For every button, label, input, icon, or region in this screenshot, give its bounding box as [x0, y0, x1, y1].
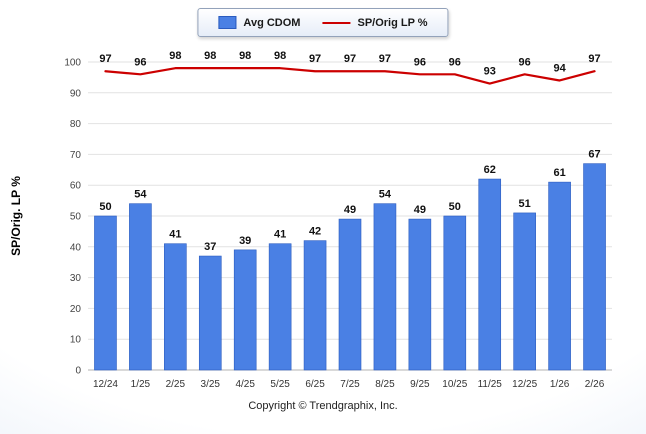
copyright-text: Copyright © Trendgraphix, Inc. [248, 400, 398, 412]
y-tick-label: 30 [70, 273, 82, 284]
line-value-label: 96 [414, 56, 426, 68]
line-value-label: 98 [274, 50, 286, 62]
bar-value-label: 50 [449, 201, 461, 213]
y-tick-label: 80 [70, 119, 82, 130]
y-tick-label: 90 [70, 88, 82, 99]
y-tick-label: 0 [75, 366, 81, 377]
y-tick-label: 10 [70, 335, 82, 346]
y-tick-label: 60 [70, 181, 82, 192]
x-tick-label: 8/25 [375, 379, 395, 390]
bar [303, 240, 327, 371]
line-value-label: 94 [553, 62, 566, 74]
bar-value-label: 54 [134, 189, 147, 201]
bar [583, 163, 606, 371]
x-tick-label: 4/25 [235, 379, 255, 390]
bar [443, 215, 467, 371]
line-value-label: 96 [134, 56, 146, 68]
bar-value-label: 37 [204, 241, 216, 253]
line-value-label: 96 [449, 56, 461, 68]
line-value-label: 97 [309, 53, 321, 65]
x-tick-label: 2/25 [166, 379, 186, 390]
bar-value-label: 42 [309, 226, 321, 238]
line-value-label: 98 [204, 50, 216, 62]
legend: Avg CDOM SP/Orig LP % [197, 8, 449, 37]
bar-value-label: 61 [553, 167, 565, 179]
x-tick-label: 9/25 [410, 379, 430, 390]
bar-value-label: 49 [414, 204, 426, 216]
legend-swatch-line-icon [322, 21, 351, 24]
y-tick-label: 70 [70, 150, 82, 161]
bar [513, 212, 536, 371]
line-series [104, 67, 596, 85]
legend-item-avg-cdom: Avg CDOM [218, 16, 300, 29]
bar [478, 178, 502, 371]
line-value-label: 98 [169, 50, 181, 62]
legend-item-label: Avg CDOM [243, 16, 301, 29]
line-value-label: 97 [379, 53, 391, 65]
bar-value-label: 62 [484, 164, 496, 176]
y-tick-label: 50 [70, 212, 82, 223]
y-tick-label: 20 [70, 304, 82, 315]
bar [198, 255, 222, 371]
line-value-label: 98 [239, 50, 251, 62]
bar-value-label: 50 [99, 201, 111, 213]
legend-item-label: SP/Orig LP % [357, 16, 428, 29]
bar [338, 218, 362, 371]
bar [548, 181, 571, 371]
bar-value-label: 41 [169, 229, 181, 241]
line-value-label: 96 [519, 56, 531, 68]
bar-value-label: 41 [274, 229, 286, 241]
bar-value-label: 54 [379, 189, 392, 201]
y-tick-label: 40 [70, 242, 82, 253]
bar [373, 203, 397, 371]
line-value-label: 97 [588, 53, 600, 65]
bar [408, 218, 432, 371]
bar-value-label: 67 [588, 149, 600, 161]
x-tick-label: 10/25 [442, 379, 467, 390]
y-axis-title: SP/Orig. LP % [9, 176, 23, 256]
x-tick-label: 12/25 [512, 379, 537, 390]
bar [129, 203, 152, 371]
bar [164, 243, 187, 371]
y-tick-label: 100 [64, 58, 81, 69]
x-tick-label: 7/25 [340, 379, 360, 390]
bar [94, 215, 117, 371]
x-tick-label: 1/26 [550, 379, 570, 390]
x-tick-label: 1/25 [131, 379, 151, 390]
legend-swatch-bar-icon [218, 16, 237, 29]
x-tick-label: 2/26 [585, 379, 605, 390]
line-value-label: 97 [99, 53, 111, 65]
line-value-label: 97 [344, 53, 356, 65]
x-tick-label: 12/24 [93, 379, 118, 390]
x-tick-label: 3/25 [201, 379, 221, 390]
bar-value-label: 51 [519, 198, 531, 210]
line-value-label: 93 [484, 66, 496, 78]
x-tick-label: 5/25 [270, 379, 290, 390]
x-tick-label: 11/25 [478, 379, 503, 390]
bar [268, 243, 292, 371]
bar [233, 249, 257, 371]
bar-value-label: 39 [239, 235, 251, 247]
bar-value-label: 49 [344, 204, 356, 216]
x-tick-label: 6/25 [305, 379, 325, 390]
legend-item-sp-orig-lp-: SP/Orig LP % [322, 16, 428, 29]
